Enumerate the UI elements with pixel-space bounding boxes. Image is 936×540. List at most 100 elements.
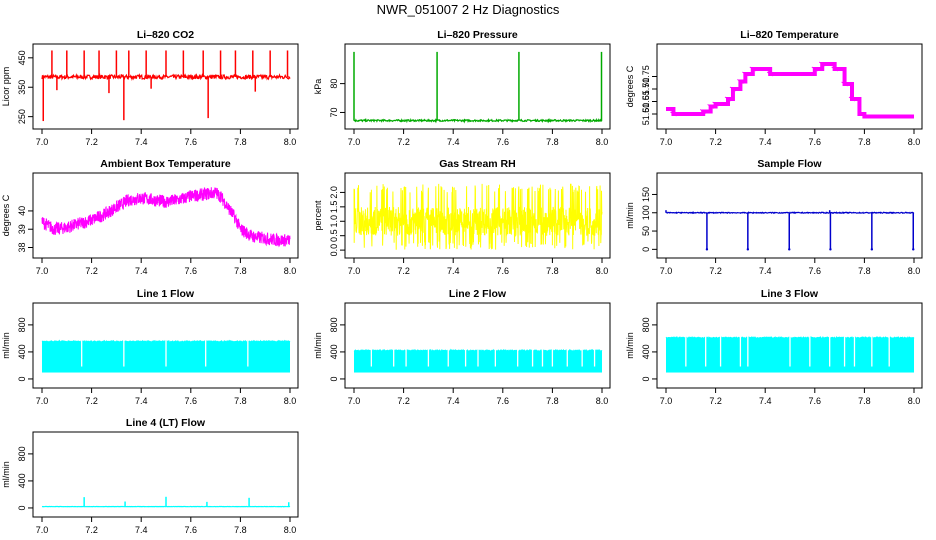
chart-title: Ambient Box Temperature xyxy=(100,158,231,170)
chart-ambient-temp: Ambient Box Temperature degrees C 7.0 7.2 7.… xyxy=(1,158,299,276)
y-tick-label: 0 xyxy=(17,505,27,510)
y-axis-label: ml/min xyxy=(313,332,323,359)
x-tick-label: 7.2 xyxy=(709,266,722,276)
x-tick-label: 8.0 xyxy=(284,266,297,276)
x-tick-label: 7.4 xyxy=(135,137,148,147)
x-tick-label: 8.0 xyxy=(284,396,297,406)
y-tick-label: 38 xyxy=(17,243,27,253)
step-flicker xyxy=(749,66,757,72)
x-tick-label: 7.8 xyxy=(234,396,247,406)
series-line xyxy=(353,117,603,124)
x-tick-label: 7.2 xyxy=(397,396,410,406)
y-axis-label: degrees C xyxy=(1,194,11,236)
step-flicker xyxy=(848,96,856,102)
y-axis-label: degrees C xyxy=(625,65,635,107)
x-tick-label: 7.6 xyxy=(809,266,822,276)
y-tick-label: 50 xyxy=(641,226,651,236)
chart-title: Line 4 (LT) Flow xyxy=(126,417,206,429)
x-tick-label: 7.2 xyxy=(85,396,98,406)
step-flicker xyxy=(670,111,677,117)
x-tick-label: 7.4 xyxy=(135,525,148,535)
y-axis-label: ml/min xyxy=(625,202,635,229)
step-flicker xyxy=(818,61,826,67)
x-tick-label: 8.0 xyxy=(284,137,297,147)
figure-title: NWR_051007 2 Hz Diagnostics xyxy=(376,2,560,17)
x-tick-label: 7.0 xyxy=(36,525,49,535)
chart-co2: Li–820 CO2 Licor ppm 7.0 7.2 7.4 7.6 7.8 8.0 250… xyxy=(1,29,299,147)
chart-licor-temp: Li–820 Temperature degrees C 7.0 7.2 7.4 7.6 7… xyxy=(625,29,923,147)
step-flicker xyxy=(724,96,732,102)
plot-frame xyxy=(32,172,299,259)
y-tick-label: 0.5 xyxy=(329,229,339,242)
x-tick-label: 7.8 xyxy=(546,396,559,406)
chart-title: Sample Flow xyxy=(757,158,822,170)
chart-title: Li–820 Temperature xyxy=(740,29,839,41)
x-tick-label: 7.8 xyxy=(858,396,871,406)
y-tick-label: 400 xyxy=(17,344,27,359)
step-flicker xyxy=(742,71,749,77)
drop-point xyxy=(788,248,791,251)
x-tick-label: 7.0 xyxy=(36,137,49,147)
chart-line3-flow: Line 3 Flow ml/min 7.0 7.2 7.4 7.6 7.8 8.0 0 400 8… xyxy=(625,288,923,406)
x-tick-label: 7.4 xyxy=(135,266,148,276)
y-tick-label: 80 xyxy=(329,79,339,89)
x-tick-label: 8.0 xyxy=(908,137,921,147)
step-flicker xyxy=(737,79,744,84)
plot-frame xyxy=(344,302,611,389)
chart-line4-flow: Line 4 (LT) Flow ml/min 7.0 7.2 7.4 7.6 7.8 8.0… xyxy=(1,417,299,535)
plot-frame xyxy=(32,43,299,130)
y-axis-label: ml/min xyxy=(1,461,11,488)
y-tick-label: 0 xyxy=(329,376,339,381)
y-tick-label: 0 xyxy=(641,376,651,381)
step-flicker xyxy=(729,86,737,92)
y-tick-label: 350 xyxy=(17,80,27,95)
x-tick-label: 7.2 xyxy=(85,525,98,535)
x-tick-label: 7.0 xyxy=(660,266,673,276)
x-tick-label: 7.0 xyxy=(660,396,673,406)
y-tick-label: 150 xyxy=(641,187,651,202)
y-tick-label: 0.0 xyxy=(329,244,339,257)
x-tick-label: 7.8 xyxy=(234,137,247,147)
plot-frame xyxy=(656,172,923,259)
plot-frame xyxy=(344,172,611,259)
x-tick-label: 8.0 xyxy=(908,396,921,406)
y-tick-label: 800 xyxy=(329,317,339,332)
x-tick-label: 7.0 xyxy=(36,396,49,406)
y-tick-label: 400 xyxy=(329,344,339,359)
chart-line2-flow: Line 2 Flow ml/min 7.0 7.2 7.4 7.6 7.8 8.0 0 400 8… xyxy=(313,288,611,406)
x-tick-label: 7.8 xyxy=(858,137,871,147)
y-tick-label: 2.0 xyxy=(329,186,339,199)
x-tick-label: 7.2 xyxy=(85,137,98,147)
x-tick-label: 7.6 xyxy=(185,137,198,147)
y-tick-label: 400 xyxy=(17,473,27,488)
x-tick-label: 7.8 xyxy=(234,525,247,535)
x-tick-label: 7.4 xyxy=(759,396,772,406)
chart-title: Li–820 CO2 xyxy=(137,29,194,41)
chart-title: Line 1 Flow xyxy=(137,288,195,300)
x-tick-label: 7.0 xyxy=(348,266,361,276)
step-flicker xyxy=(712,101,719,107)
x-tick-label: 7.4 xyxy=(759,137,772,147)
chart-pressure: Li–820 Pressure kPa 7.0 7.2 7.4 7.6 7.8 8.0 70 80 xyxy=(313,29,611,147)
x-tick-label: 7.6 xyxy=(497,396,510,406)
chart-sample-flow: Sample Flow ml/min 7.0 7.2 7.4 7.6 7.8 8.0 0 50 10… xyxy=(625,158,923,276)
x-tick-label: 7.8 xyxy=(546,266,559,276)
plot-frame xyxy=(656,43,923,130)
chart-title: Li–820 Pressure xyxy=(437,29,518,41)
chart-title: Gas Stream RH xyxy=(439,158,515,170)
y-tick-label: 51.60 xyxy=(641,103,651,126)
y-tick-label: 800 xyxy=(17,317,27,332)
x-tick-label: 7.4 xyxy=(759,266,772,276)
x-tick-label: 7.6 xyxy=(809,137,822,147)
y-tick-label: 1.5 xyxy=(329,201,339,214)
y-axis-label: ml/min xyxy=(625,332,635,359)
y-axis-label: percent xyxy=(313,200,323,231)
x-tick-label: 7.4 xyxy=(135,396,148,406)
y-tick-label: 1.0 xyxy=(329,215,339,228)
drop-point xyxy=(746,248,750,251)
step-flicker xyxy=(699,109,707,114)
x-tick-label: 8.0 xyxy=(908,266,921,276)
x-tick-label: 7.6 xyxy=(809,396,822,406)
x-tick-label: 7.4 xyxy=(447,396,460,406)
x-tick-label: 7.0 xyxy=(348,137,361,147)
